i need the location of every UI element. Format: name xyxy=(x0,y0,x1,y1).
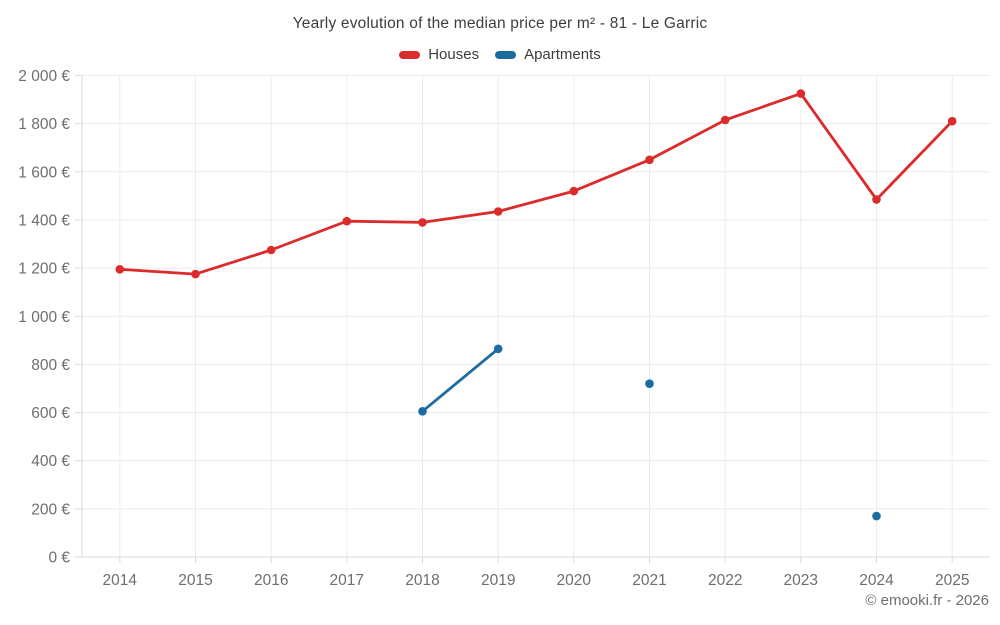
data-point-houses-2018[interactable] xyxy=(418,218,427,227)
y-axis-tick-label: 200 € xyxy=(31,501,70,518)
series-line-houses xyxy=(118,92,954,276)
legend-item-apartments[interactable]: Apartments xyxy=(495,46,601,63)
houses-series-swatch-icon xyxy=(399,50,421,59)
data-point-apartments-2019[interactable] xyxy=(493,344,503,354)
legend-item-houses[interactable]: Houses xyxy=(399,46,479,63)
apartments-series-swatch-icon xyxy=(495,50,517,59)
data-point-apartments-2021[interactable] xyxy=(645,379,654,389)
data-point-houses-2015[interactable] xyxy=(191,269,200,279)
data-point-houses-2023[interactable] xyxy=(796,89,806,98)
y-axis-tick-label: 2 000 € xyxy=(18,68,70,85)
series-line-apartments xyxy=(421,347,500,413)
chart-legend: Houses Apartments xyxy=(0,46,1000,63)
y-axis-tick-label: 1 200 € xyxy=(18,261,70,278)
x-axis-tick-label: 2021 xyxy=(632,572,666,589)
data-point-apartments-2018[interactable] xyxy=(418,407,427,416)
x-axis-tick-label: 2023 xyxy=(784,572,818,589)
x-axis-tick-label: 2024 xyxy=(859,572,894,589)
data-point-houses-2022[interactable] xyxy=(720,115,730,125)
y-axis-tick-label: 800 € xyxy=(31,357,70,374)
y-axis-tick-label: 600 € xyxy=(31,405,70,422)
data-point-houses-2021[interactable] xyxy=(645,155,654,165)
y-axis-tick-label: 1 600 € xyxy=(18,164,70,181)
data-point-houses-2014[interactable] xyxy=(115,265,125,274)
x-axis-tick-label: 2025 xyxy=(935,572,969,589)
x-axis-tick-label: 2016 xyxy=(254,572,288,589)
data-point-houses-2019[interactable] xyxy=(493,207,503,216)
x-axis-tick-label: 2014 xyxy=(103,572,138,589)
data-point-houses-2020[interactable] xyxy=(569,186,579,196)
data-point-houses-2025[interactable] xyxy=(947,116,957,126)
data-point-houses-2017[interactable] xyxy=(342,216,352,226)
y-axis-tick-label: 1 400 € xyxy=(18,213,70,230)
x-axis-tick-label: 2015 xyxy=(178,572,212,589)
data-point-houses-2024[interactable] xyxy=(872,195,881,204)
x-axis-tick-label: 2020 xyxy=(557,572,592,589)
data-point-apartments-2024[interactable] xyxy=(872,511,881,521)
x-axis-tick-label: 2017 xyxy=(330,572,364,589)
x-axis-tick-label: 2018 xyxy=(405,572,439,589)
y-axis-tick-label: 1 000 € xyxy=(18,309,70,326)
y-axis-tick-label: 0 € xyxy=(48,550,70,567)
copyright-footer: © emooki.fr - 2026 xyxy=(865,592,989,609)
legend-label-houses: Houses xyxy=(428,46,480,63)
legend-label-apartments: Apartments xyxy=(524,46,601,63)
data-point-houses-2016[interactable] xyxy=(266,245,276,255)
x-axis-tick-label: 2022 xyxy=(708,572,742,589)
y-axis-tick-label: 1 800 € xyxy=(18,116,70,133)
chart-title: Yearly evolution of the median price per… xyxy=(292,15,708,32)
y-axis-tick-label: 400 € xyxy=(31,453,70,470)
x-axis-tick-label: 2019 xyxy=(481,572,515,589)
